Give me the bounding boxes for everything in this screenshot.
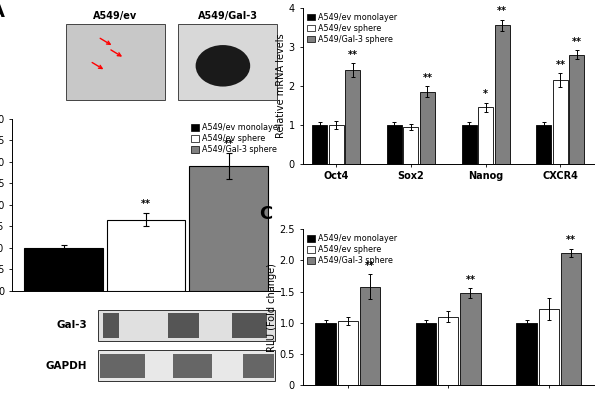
Bar [173, 354, 212, 378]
Bar [98, 351, 275, 381]
Bar [178, 24, 277, 100]
Bar [329, 125, 344, 164]
Text: **: ** [566, 235, 576, 246]
Bar [190, 166, 268, 290]
Bar [553, 80, 568, 164]
Text: Gal-3: Gal-3 [56, 320, 87, 331]
Text: C: C [259, 205, 272, 223]
Bar [536, 125, 551, 164]
Bar [312, 125, 327, 164]
Bar [460, 293, 481, 385]
Text: **: ** [466, 275, 475, 285]
Bar [416, 323, 436, 385]
Bar [316, 323, 336, 385]
Legend: A549/ev monolayer, A549/ev sphere, A549/Gal-3 sphere: A549/ev monolayer, A549/ev sphere, A549/… [307, 12, 398, 44]
Text: **: ** [141, 199, 151, 209]
Bar [360, 286, 380, 385]
Text: A: A [0, 3, 4, 21]
Text: A549/ev: A549/ev [93, 11, 137, 21]
Bar [517, 323, 537, 385]
Ellipse shape [196, 45, 250, 86]
Bar [25, 248, 103, 290]
Bar [569, 55, 584, 164]
Bar [232, 313, 267, 338]
Y-axis label: RLU (Fold change): RLU (Fold change) [266, 263, 277, 352]
Bar [65, 24, 165, 100]
Bar [478, 107, 493, 164]
Bar [461, 125, 477, 164]
Text: *: * [483, 90, 488, 99]
Bar [167, 313, 199, 338]
Text: B: B [259, 0, 272, 2]
Text: **: ** [497, 6, 507, 17]
Bar [561, 253, 581, 385]
Bar [242, 354, 274, 378]
Text: A549/Gal-3: A549/Gal-3 [198, 11, 258, 21]
Text: **: ** [572, 37, 582, 47]
Text: GAPDH: GAPDH [46, 361, 87, 371]
Y-axis label: Relative mRNA levels: Relative mRNA levels [276, 33, 286, 138]
Bar [107, 220, 185, 290]
Text: **: ** [365, 261, 375, 271]
Bar [98, 310, 275, 341]
Legend: A549/ev monolayer, A549/ev sphere, A549/Gal-3 sphere: A549/ev monolayer, A549/ev sphere, A549/… [190, 123, 281, 155]
Bar [420, 92, 435, 164]
Legend: A549/ev monolayer, A549/ev sphere, A549/Gal-3 sphere: A549/ev monolayer, A549/ev sphere, A549/… [307, 233, 398, 266]
Bar [345, 70, 360, 164]
Bar [539, 309, 559, 385]
Bar [403, 127, 418, 164]
Bar [387, 125, 402, 164]
Text: **: ** [422, 73, 433, 83]
Text: **: ** [347, 50, 358, 60]
Bar [338, 321, 358, 385]
Text: **: ** [224, 139, 233, 149]
Text: **: ** [556, 60, 565, 70]
Bar [103, 313, 119, 338]
Bar [494, 26, 509, 164]
Bar [438, 316, 458, 385]
Bar [100, 354, 145, 378]
